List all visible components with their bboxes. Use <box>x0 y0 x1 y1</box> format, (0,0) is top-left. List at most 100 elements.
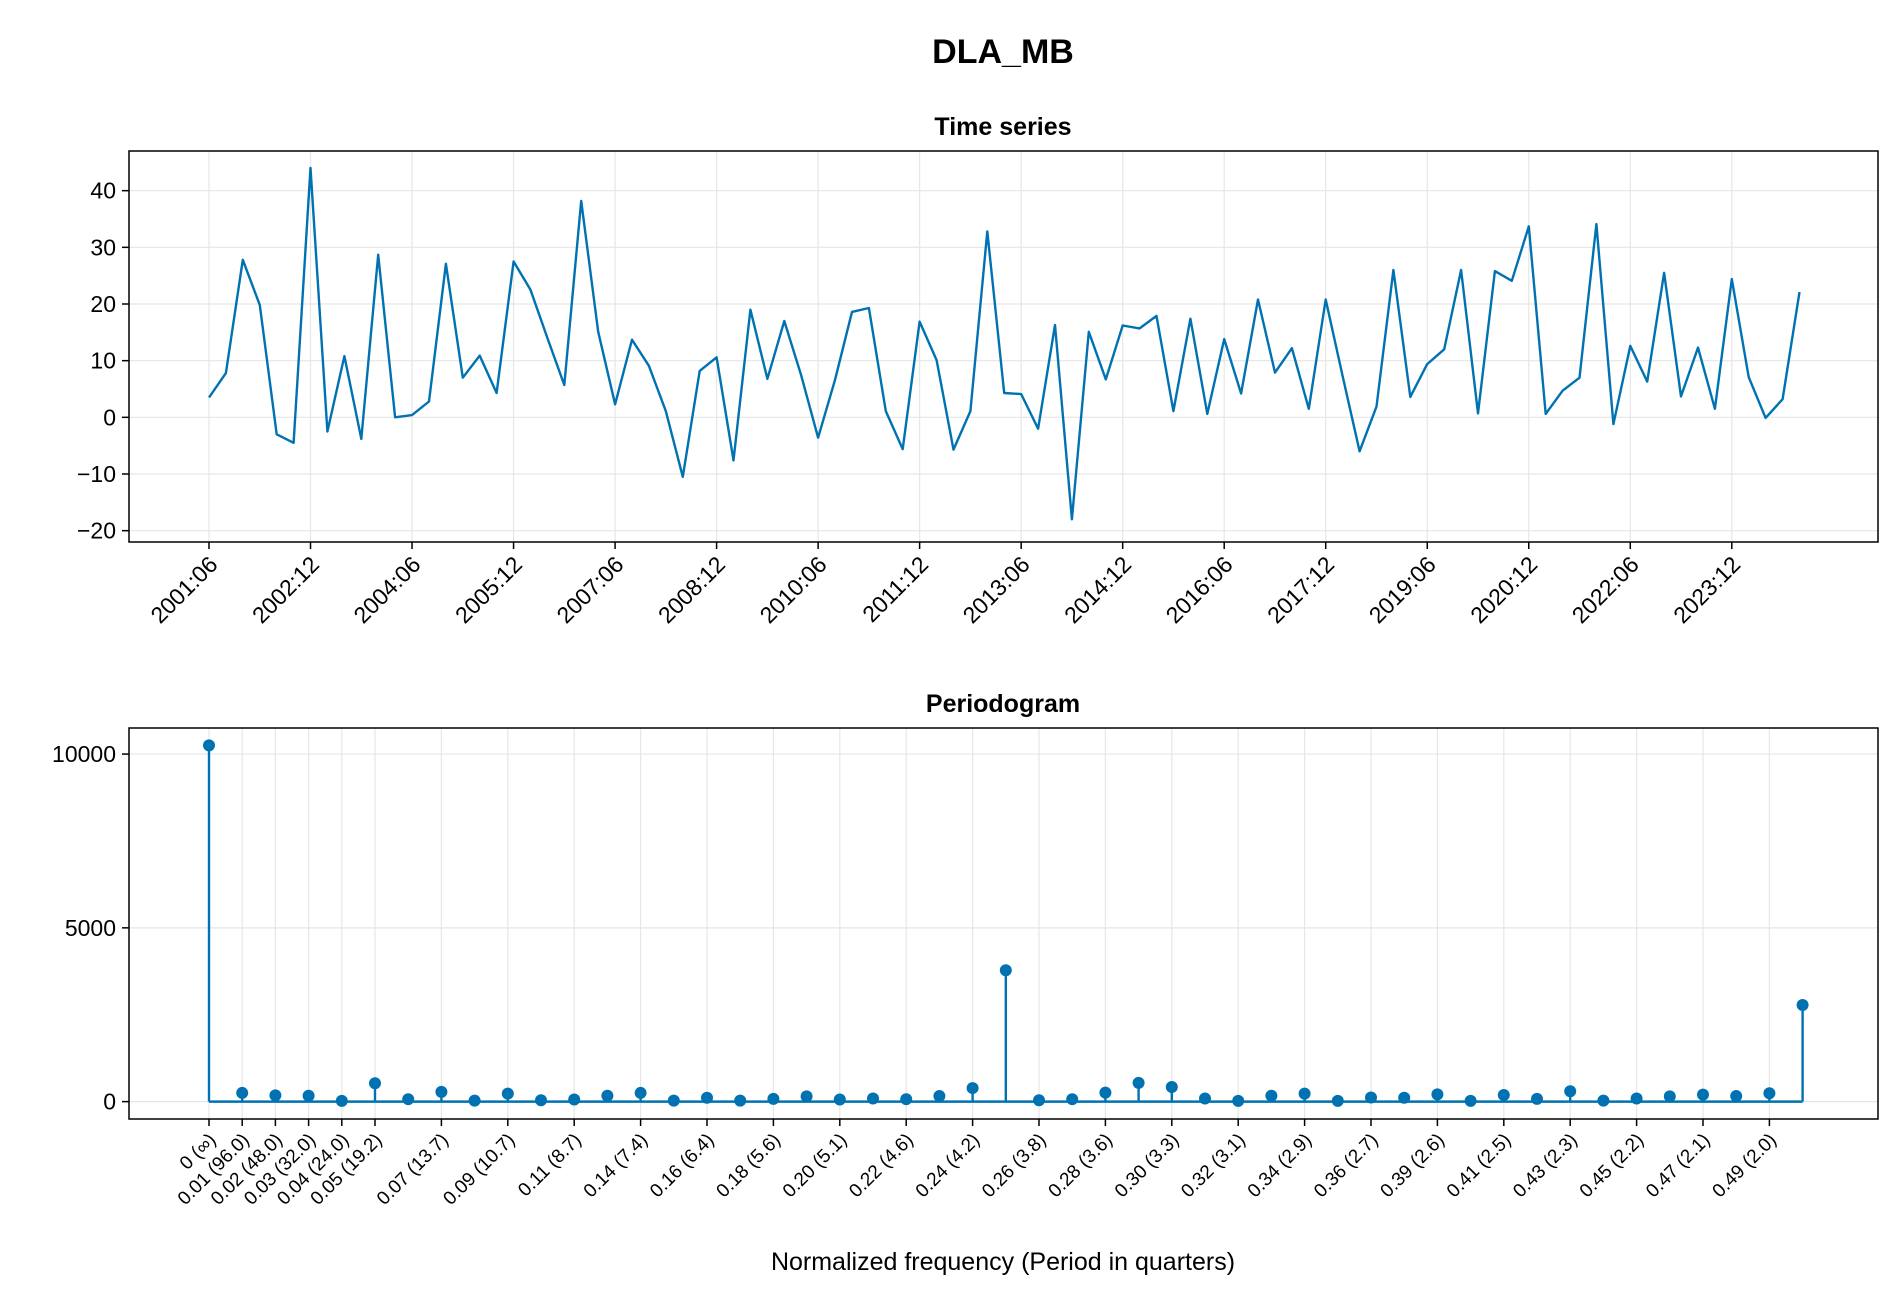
pg-stem-marker <box>269 1089 281 1101</box>
ts-x-tick-label: 2005:12 <box>450 551 527 628</box>
pg-x-tick-label: 0.24 (4.2) <box>912 1130 984 1202</box>
pg-x-tick-label: 0.22 (4.6) <box>845 1130 917 1202</box>
periodogram-grid <box>129 728 1878 1119</box>
pg-stem-marker <box>502 1088 514 1100</box>
pg-x-tick-label: 0.36 (2.7) <box>1310 1130 1382 1202</box>
pg-stem-marker <box>834 1094 846 1106</box>
pg-x-tick-label: 0.26 (3.8) <box>978 1130 1050 1202</box>
pg-stem-marker <box>1697 1089 1709 1101</box>
ts-x-tick-label: 2010:06 <box>754 551 831 628</box>
ts-x-tick-label: 2014:12 <box>1059 551 1136 628</box>
periodogram-xlabel: Normalized frequency (Period in quarters… <box>771 1248 1235 1276</box>
pg-stem-marker <box>1166 1081 1178 1093</box>
pg-stem-marker <box>369 1077 381 1089</box>
pg-stem-marker <box>1531 1093 1543 1105</box>
pg-x-tick-label: 0.09 (10.7) <box>439 1130 519 1210</box>
figure-title: DLA_MB <box>932 33 1074 71</box>
pg-stem-marker <box>1000 964 1012 976</box>
pg-y-tick-label: 0 <box>103 1089 116 1115</box>
pg-stem-marker <box>1763 1087 1775 1099</box>
pg-stem-marker <box>1564 1085 1576 1097</box>
pg-y-tick-label: 10000 <box>52 741 116 767</box>
pg-stem-marker <box>1365 1091 1377 1103</box>
pg-stem-marker <box>635 1087 647 1099</box>
pg-stem-marker <box>668 1095 680 1107</box>
pg-x-tick-label: 0.39 (2.6) <box>1377 1130 1449 1202</box>
ts-series-line <box>209 168 1800 519</box>
pg-stem-marker <box>535 1094 547 1106</box>
pg-stem-marker <box>734 1095 746 1107</box>
pg-stem-marker <box>1066 1093 1078 1105</box>
pg-stem-marker <box>1299 1088 1311 1100</box>
ts-y-tick-label: −20 <box>77 518 116 544</box>
ts-x-tick-label: 2007:06 <box>551 551 628 628</box>
time-series-ticks: −20−100102030402001:062002:122004:062005… <box>77 178 1745 629</box>
time-series-line-layer <box>209 168 1800 519</box>
ts-y-tick-label: 30 <box>90 234 116 260</box>
pg-stem-marker <box>900 1093 912 1105</box>
pg-stem-marker <box>568 1094 580 1106</box>
pg-x-tick-label: 0.49 (2.0) <box>1709 1130 1781 1202</box>
pg-x-tick-label: 0.43 (2.3) <box>1509 1130 1581 1202</box>
pg-stem-marker <box>435 1086 447 1098</box>
pg-stem-marker <box>236 1087 248 1099</box>
time-series-panel: Time series −20−100102030402001:062002:1… <box>77 113 1878 628</box>
pg-stem-marker <box>1099 1087 1111 1099</box>
pg-x-tick-label: 0.30 (3.3) <box>1111 1130 1183 1202</box>
periodogram-title: Periodogram <box>926 690 1080 718</box>
ts-x-tick-label: 2011:12 <box>857 551 933 627</box>
ts-x-tick-label: 2019:06 <box>1364 551 1441 628</box>
time-series-frame <box>129 151 1878 542</box>
figure: DLA_MB Time series −20−100102030402001:0… <box>0 0 1900 1300</box>
periodogram-stem-layer <box>203 739 1809 1107</box>
time-series-grid <box>129 151 1878 542</box>
pg-stem-marker <box>967 1082 979 1094</box>
pg-stem-marker <box>1232 1095 1244 1107</box>
pg-stem-marker <box>303 1090 315 1102</box>
ts-x-tick-label: 2017:12 <box>1262 551 1339 628</box>
ts-y-tick-label: 10 <box>90 348 116 374</box>
ts-y-tick-label: 40 <box>90 178 116 204</box>
pg-stem-marker <box>1631 1092 1643 1104</box>
pg-stem-marker <box>1199 1092 1211 1104</box>
ts-x-tick-label: 2013:06 <box>958 551 1035 628</box>
pg-stem-marker <box>1398 1092 1410 1104</box>
ts-x-tick-label: 2001:06 <box>145 551 222 628</box>
pg-stem-marker <box>1498 1089 1510 1101</box>
ts-x-tick-label: 2016:06 <box>1161 551 1238 628</box>
pg-stem-marker <box>1730 1090 1742 1102</box>
pg-stem-marker <box>1597 1095 1609 1107</box>
pg-x-tick-label: 0.28 (3.6) <box>1045 1130 1117 1202</box>
ts-y-tick-label: 20 <box>90 291 116 317</box>
ts-x-tick-label: 2022:06 <box>1567 551 1644 628</box>
pg-x-tick-label: 0.34 (2.9) <box>1244 1130 1316 1202</box>
pg-stem-marker <box>1133 1077 1145 1089</box>
pg-x-tick-label: 0.47 (2.1) <box>1642 1130 1714 1202</box>
ts-y-tick-label: 0 <box>103 404 116 430</box>
pg-stem-marker <box>767 1093 779 1105</box>
pg-stem-marker <box>203 739 215 751</box>
pg-stem-marker <box>701 1092 713 1104</box>
pg-x-tick-label: 0.20 (5.1) <box>779 1130 851 1202</box>
pg-x-tick-label: 0.16 (6.4) <box>646 1130 718 1202</box>
pg-stem-marker <box>1465 1095 1477 1107</box>
pg-y-tick-label: 5000 <box>65 915 116 941</box>
pg-stem-marker <box>1265 1090 1277 1102</box>
pg-x-tick-label: 0.45 (2.2) <box>1576 1130 1648 1202</box>
chart-svg: DLA_MB Time series −20−100102030402001:0… <box>0 0 1900 1300</box>
periodogram-ticks: 05000100000 (∞)0.01 (96.0)0.02 (48.0)0.0… <box>52 741 1781 1209</box>
pg-x-tick-label: 0.14 (7.4) <box>580 1130 652 1202</box>
periodogram-panel: Periodogram 05000100000 (∞)0.01 (96.0)0.… <box>52 690 1878 1276</box>
pg-x-tick-label: 0.11 (8.7) <box>514 1130 585 1201</box>
pg-stem-marker <box>933 1090 945 1102</box>
pg-x-tick-label: 0.41 (2.5) <box>1443 1130 1515 1202</box>
ts-x-tick-label: 2008:12 <box>653 551 730 628</box>
pg-stem-marker <box>1431 1088 1443 1100</box>
pg-stem-marker <box>1332 1095 1344 1107</box>
pg-x-tick-label: 0.18 (5.6) <box>713 1130 785 1202</box>
ts-y-tick-label: −10 <box>77 461 116 487</box>
pg-stem-marker <box>601 1090 613 1102</box>
pg-x-tick-label: 0.07 (13.7) <box>373 1130 453 1210</box>
ts-x-tick-label: 2023:12 <box>1668 551 1745 628</box>
pg-stem-marker <box>1033 1094 1045 1106</box>
